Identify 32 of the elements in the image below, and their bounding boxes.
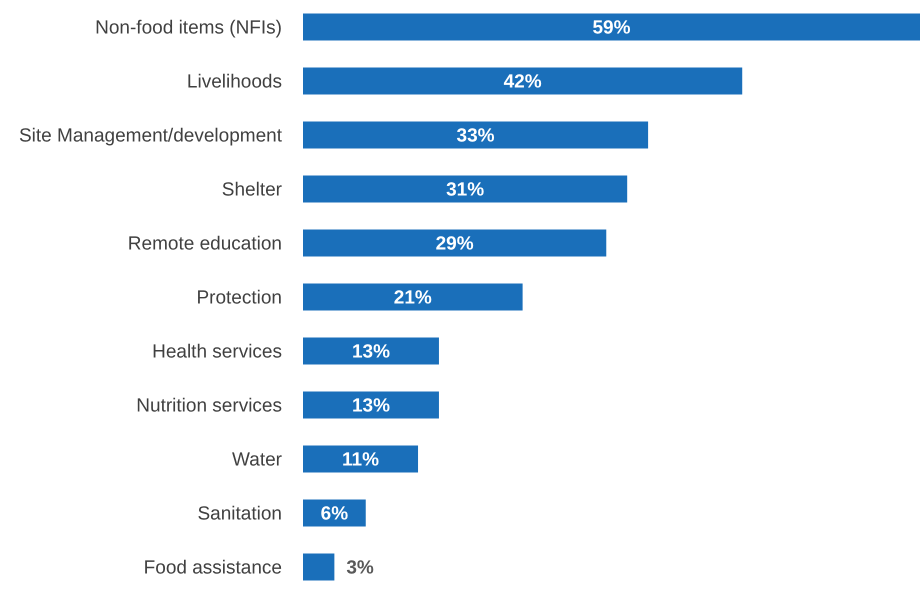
y-tick-label: Site Management/development (19, 126, 283, 147)
data-label: 33% (456, 126, 495, 147)
bar (303, 338, 439, 364)
y-tick-label: Non-food items (NFIs) (95, 18, 282, 39)
data-label: 29% (436, 234, 474, 255)
data-label: 6% (320, 504, 348, 525)
bar (303, 176, 628, 202)
bar (303, 122, 648, 148)
data-label: 3% (346, 558, 374, 579)
data-label: 42% (504, 72, 542, 93)
y-tick-label: Shelter (222, 180, 283, 201)
y-tick-label: Health services (152, 342, 282, 363)
bar (303, 392, 439, 418)
y-tick-label: Remote education (128, 234, 282, 255)
bar (303, 230, 606, 256)
y-tick-label: Protection (196, 288, 282, 309)
bar (303, 284, 523, 310)
data-label: 21% (394, 288, 432, 309)
y-tick-label: Sanitation (197, 504, 282, 525)
data-label: 59% (592, 18, 631, 39)
bar (303, 554, 334, 580)
bar (303, 68, 742, 94)
y-tick-label: Food assistance (144, 558, 282, 579)
bar (303, 14, 920, 40)
data-label: 11% (342, 450, 380, 471)
y-tick-label: Water (232, 450, 283, 471)
bar (303, 446, 418, 472)
data-label: 31% (446, 180, 484, 201)
y-tick-label: Livelihoods (186, 72, 282, 93)
data-label: 13% (352, 342, 390, 363)
y-tick-label: Nutrition services (136, 396, 282, 417)
data-label: 13% (352, 396, 390, 417)
